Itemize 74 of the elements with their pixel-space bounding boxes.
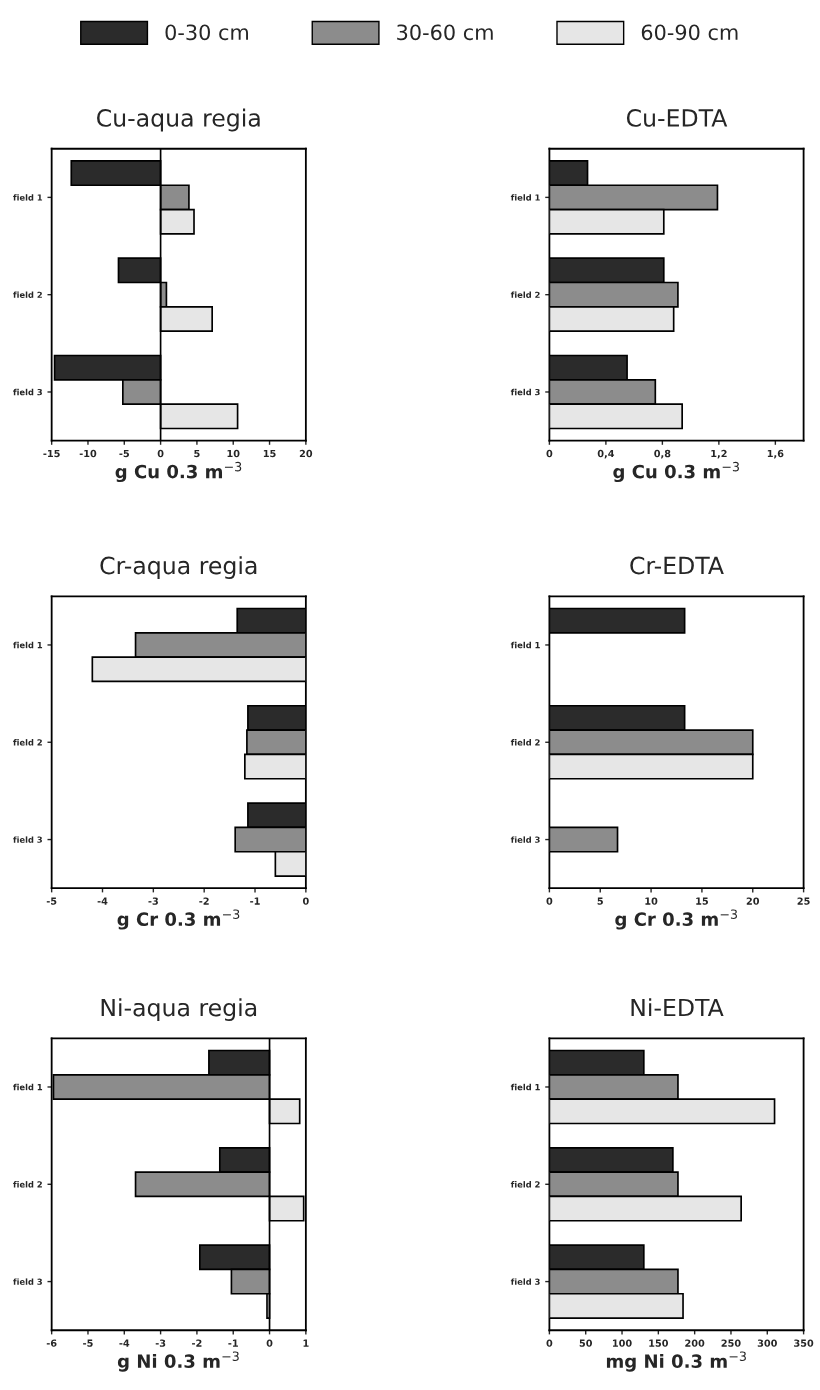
chart-title: Ni-aqua regia <box>101 998 257 1022</box>
x-tick-label: -10 <box>79 449 97 458</box>
x-tick-label: 25 <box>797 897 810 905</box>
x-axis-title: g Ni 0.3 m$^{−3}$ <box>117 1351 239 1372</box>
x-tick-label: 200 <box>685 1339 705 1347</box>
x-tick-label: -2 <box>192 1339 202 1347</box>
y-tick-label: field 2 <box>13 1181 42 1188</box>
x-tick-label: 10 <box>227 449 240 458</box>
x-tick-label: -2 <box>199 897 209 905</box>
x-axis-title: g Cr 0.3 m$^{−3}$ <box>117 909 240 930</box>
y-tick-label: field 2 <box>510 291 540 298</box>
x-axis-title: g Cr 0.3 m$^{−3}$ <box>615 909 738 930</box>
legend-label: 60-90 cm <box>641 24 738 41</box>
y-tick-label: field 1 <box>510 194 540 201</box>
x-tick-label: 350 <box>794 1339 814 1347</box>
x-tick-label: 0 <box>266 1339 273 1347</box>
y-tick-label: field 2 <box>13 291 42 298</box>
x-tick-label: -6 <box>46 1339 57 1347</box>
y-tick-label: field 1 <box>13 1083 43 1091</box>
x-tick-label: 0,8 <box>654 449 671 459</box>
x-tick-label: 20 <box>299 449 313 458</box>
x-tick-label: -4 <box>97 897 108 905</box>
y-tick-label: field 3 <box>13 836 42 843</box>
x-tick-label: 50 <box>579 1339 593 1347</box>
x-tick-label: -4 <box>119 1339 130 1347</box>
x-tick-label: 0,4 <box>597 449 615 459</box>
y-tick-label: field 3 <box>510 1278 540 1285</box>
x-tick-label: 250 <box>721 1339 741 1347</box>
chart-title: Cr-EDTA <box>630 556 724 575</box>
x-tick-label: 15 <box>696 897 709 905</box>
x-tick-label: 0 <box>546 449 553 458</box>
x-axis-title: g Cu 0.3 m$^{−3}$ <box>613 461 739 483</box>
x-tick-label: 10 <box>645 897 658 905</box>
x-axis-title: g Cu 0.3 m$^{−3}$ <box>115 461 242 483</box>
x-tick-label: 0 <box>546 1339 553 1347</box>
y-tick-label: field 3 <box>13 1278 42 1285</box>
x-tick-label: 1,6 <box>767 449 784 459</box>
x-tick-label: 150 <box>649 1339 669 1347</box>
y-tick-label: field 1 <box>13 641 43 649</box>
x-tick-label: -15 <box>43 449 60 458</box>
x-tick-label: 15 <box>263 449 276 458</box>
x-tick-label: 300 <box>757 1339 777 1347</box>
x-tick-label: -1 <box>228 1339 238 1347</box>
x-tick-label: 5 <box>597 897 603 905</box>
x-tick-label: -3 <box>155 1339 166 1347</box>
x-tick-label: -1 <box>250 897 260 905</box>
x-tick-label: 5 <box>194 449 200 458</box>
x-axis-title: mg Ni 0.3 m$^{−3}$ <box>606 1351 746 1372</box>
y-tick-label: field 3 <box>13 388 42 396</box>
y-tick-label: field 2 <box>510 1181 540 1188</box>
x-tick-label: 1 <box>303 1339 309 1347</box>
chart-title: Cr-aqua regia <box>100 556 257 579</box>
x-tick-label: 0 <box>302 897 309 905</box>
x-tick-label: 20 <box>746 897 760 905</box>
x-tick-label: -5 <box>83 1339 93 1347</box>
x-tick-label: 100 <box>612 1339 632 1347</box>
legend-label: 0-30 cm <box>165 24 248 41</box>
y-tick-label: field 3 <box>510 836 540 843</box>
y-tick-label: field 1 <box>13 194 43 201</box>
chart-title: Cu-EDTA <box>626 108 728 127</box>
legend-label: 30-60 cm <box>397 24 493 41</box>
x-tick-label: 0 <box>546 897 553 905</box>
x-tick-label: 1,2 <box>711 449 727 459</box>
x-tick-label: -5 <box>119 449 130 458</box>
y-tick-label: field 1 <box>510 641 540 649</box>
y-tick-label: field 2 <box>510 739 540 746</box>
x-tick-label: 0 <box>157 449 164 458</box>
y-tick-label: field 3 <box>510 388 540 396</box>
x-tick-label: -5 <box>46 897 57 905</box>
chart-title: Ni-EDTA <box>631 998 724 1017</box>
y-tick-label: field 1 <box>510 1083 540 1091</box>
chart-title: Cu-aqua regia <box>97 108 260 132</box>
x-tick-label: -3 <box>148 897 158 905</box>
y-tick-label: field 2 <box>13 739 42 746</box>
